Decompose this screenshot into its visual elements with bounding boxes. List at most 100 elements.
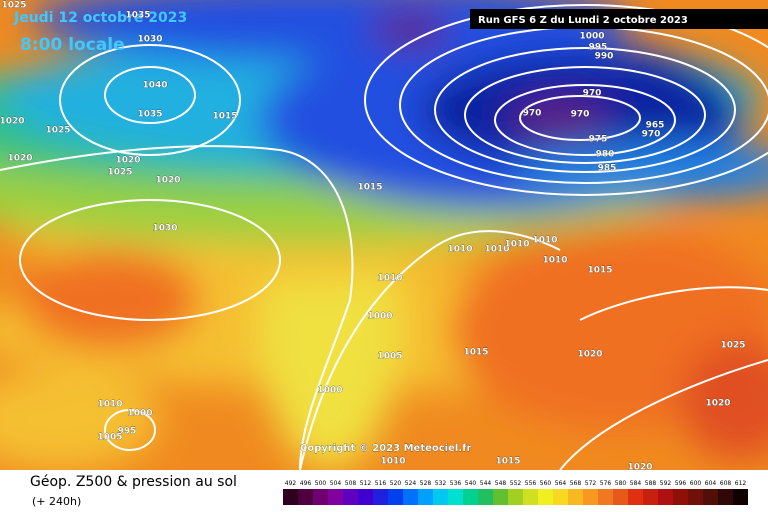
scale-label: 492 <box>285 480 297 487</box>
scale-swatch <box>478 489 493 505</box>
isobar-label: 1010 <box>542 256 567 266</box>
scale-label: 552 <box>510 480 522 487</box>
scale-swatch <box>418 489 433 505</box>
isobar-label: 1010 <box>484 245 509 255</box>
isobar-label: 1020 <box>627 463 652 471</box>
scale-label: 564 <box>555 480 567 487</box>
scale-label: 604 <box>705 480 717 487</box>
scale-swatch <box>283 489 298 505</box>
isobar-label: 1015 <box>587 266 612 276</box>
footer-title: Géop. Z500 & pression au sol <box>30 474 237 490</box>
isobar-label: 1025 <box>720 341 745 351</box>
scale-swatch <box>373 489 388 505</box>
scale-swatch <box>523 489 538 505</box>
isobar-label: 1020 <box>155 176 180 186</box>
scale-label: 520 <box>390 480 402 487</box>
isobar-label: 1030 <box>152 224 177 234</box>
isobar-label: 1000 <box>367 312 392 322</box>
isobar-label: 970 <box>583 89 602 99</box>
isobar-label: 1015 <box>495 457 520 467</box>
isobar-labels: 1025 1035 1030 1040 1035 1020 1025 1015 1020 1020… <box>0 0 746 471</box>
isobars <box>0 4 768 470</box>
scale-label: 544 <box>480 480 492 487</box>
scale-label: 556 <box>525 480 537 487</box>
scale-label: 548 <box>495 480 507 487</box>
isobar-label: 980 <box>596 150 615 160</box>
scale-label: 524 <box>405 480 417 487</box>
scale-label: 588 <box>645 480 657 487</box>
scale-label: 596 <box>675 480 687 487</box>
isobar-label: 1000 <box>317 386 342 396</box>
isobar-label: 1010 <box>97 400 122 410</box>
scale-label: 580 <box>615 480 627 487</box>
map: Run GFS 6 Z du Lundi 2 octobre 2023 Jeud… <box>0 0 768 470</box>
scale-label: 560 <box>540 480 552 487</box>
scale-swatch <box>403 489 418 505</box>
scale-label: 540 <box>465 480 477 487</box>
isobar-label: 1010 <box>447 245 472 255</box>
scale-label: 568 <box>570 480 582 487</box>
scale-label: 508 <box>345 480 357 487</box>
scale-label: 576 <box>600 480 612 487</box>
scale-swatch <box>433 489 448 505</box>
date-text: Jeudi 12 octobre 2023 <box>13 10 187 26</box>
scale-swatch <box>688 489 703 505</box>
isobar-label: 1005 <box>97 433 122 443</box>
scale-swatch <box>448 489 463 505</box>
scale-swatch <box>508 489 523 505</box>
isobar-label: 970 <box>571 110 590 120</box>
color-scale: 492 496 500 504 508 512 516 520 524 528 532 536 540 5… <box>283 480 748 505</box>
copyright: Copyright © 2023 Meteociel.fr <box>300 443 471 454</box>
scale-swatch <box>583 489 598 505</box>
isobar-label: 1020 <box>577 350 602 360</box>
scale-swatch <box>703 489 718 505</box>
isobar-label: 1030 <box>137 35 162 45</box>
scale-swatch <box>313 489 328 505</box>
isobar-label: 1000 <box>579 32 604 42</box>
scale-label: 584 <box>630 480 642 487</box>
scale-swatch <box>673 489 688 505</box>
scale-label: 512 <box>360 480 372 487</box>
isobar-label: 1010 <box>377 274 402 284</box>
scale-label: 504 <box>330 480 342 487</box>
scale-swatch <box>568 489 583 505</box>
isobar-label: 995 <box>118 427 137 437</box>
isobar-label: 1015 <box>463 348 488 358</box>
legend-bar: Géop. Z500 & pression au sol (+ 240h) 49… <box>0 470 768 512</box>
scale-label: 612 <box>735 480 747 487</box>
isobar-label: 1035 <box>125 11 150 21</box>
scale-swatch <box>538 489 553 505</box>
isobar-label: 1025 <box>1 1 26 11</box>
scale-swatch <box>628 489 643 505</box>
scale-label: 528 <box>420 480 432 487</box>
isobar-label: 990 <box>595 52 614 62</box>
isobar-label: 1040 <box>142 81 167 91</box>
scale-swatch <box>328 489 343 505</box>
isobar-label: 1015 <box>357 183 382 193</box>
scale-label: 592 <box>660 480 672 487</box>
scale-swatch <box>463 489 478 505</box>
scale-label: 532 <box>435 480 447 487</box>
scale-swatch <box>298 489 313 505</box>
isobar-label: 1000 <box>127 409 152 419</box>
scale-swatch <box>613 489 628 505</box>
scale-swatch <box>343 489 358 505</box>
scale-swatch <box>658 489 673 505</box>
isobar-label: 1020 <box>705 399 730 409</box>
scale-swatch <box>598 489 613 505</box>
isobar-label: 1020 <box>115 156 140 166</box>
scale-swatch <box>643 489 658 505</box>
scale-label: 600 <box>690 480 702 487</box>
scale-label: 608 <box>720 480 732 487</box>
isobar-label: 1010 <box>532 236 557 246</box>
time-text: 8:00 locale <box>20 35 125 55</box>
scale-swatch <box>718 489 733 505</box>
isobar-label: 1025 <box>107 168 132 178</box>
scale-label: 516 <box>375 480 387 487</box>
isobar-label: 1020 <box>0 117 25 127</box>
scale-swatch <box>493 489 508 505</box>
isobar-label: 1010 <box>380 457 405 467</box>
scale-swatch <box>358 489 373 505</box>
isobar-label: 970 <box>642 130 661 140</box>
